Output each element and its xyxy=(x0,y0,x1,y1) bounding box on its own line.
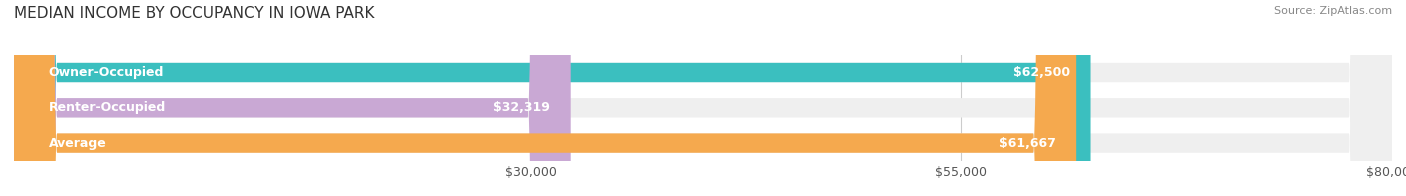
Text: Source: ZipAtlas.com: Source: ZipAtlas.com xyxy=(1274,6,1392,16)
Text: $61,667: $61,667 xyxy=(998,137,1056,150)
Text: $32,319: $32,319 xyxy=(494,101,550,114)
FancyBboxPatch shape xyxy=(14,0,1091,196)
Text: Owner-Occupied: Owner-Occupied xyxy=(48,66,165,79)
FancyBboxPatch shape xyxy=(14,0,1392,196)
Text: MEDIAN INCOME BY OCCUPANCY IN IOWA PARK: MEDIAN INCOME BY OCCUPANCY IN IOWA PARK xyxy=(14,6,374,21)
FancyBboxPatch shape xyxy=(14,0,1076,196)
Text: Renter-Occupied: Renter-Occupied xyxy=(48,101,166,114)
Text: $62,500: $62,500 xyxy=(1012,66,1070,79)
FancyBboxPatch shape xyxy=(14,0,1392,196)
Text: Average: Average xyxy=(48,137,107,150)
FancyBboxPatch shape xyxy=(14,0,1392,196)
FancyBboxPatch shape xyxy=(14,0,571,196)
